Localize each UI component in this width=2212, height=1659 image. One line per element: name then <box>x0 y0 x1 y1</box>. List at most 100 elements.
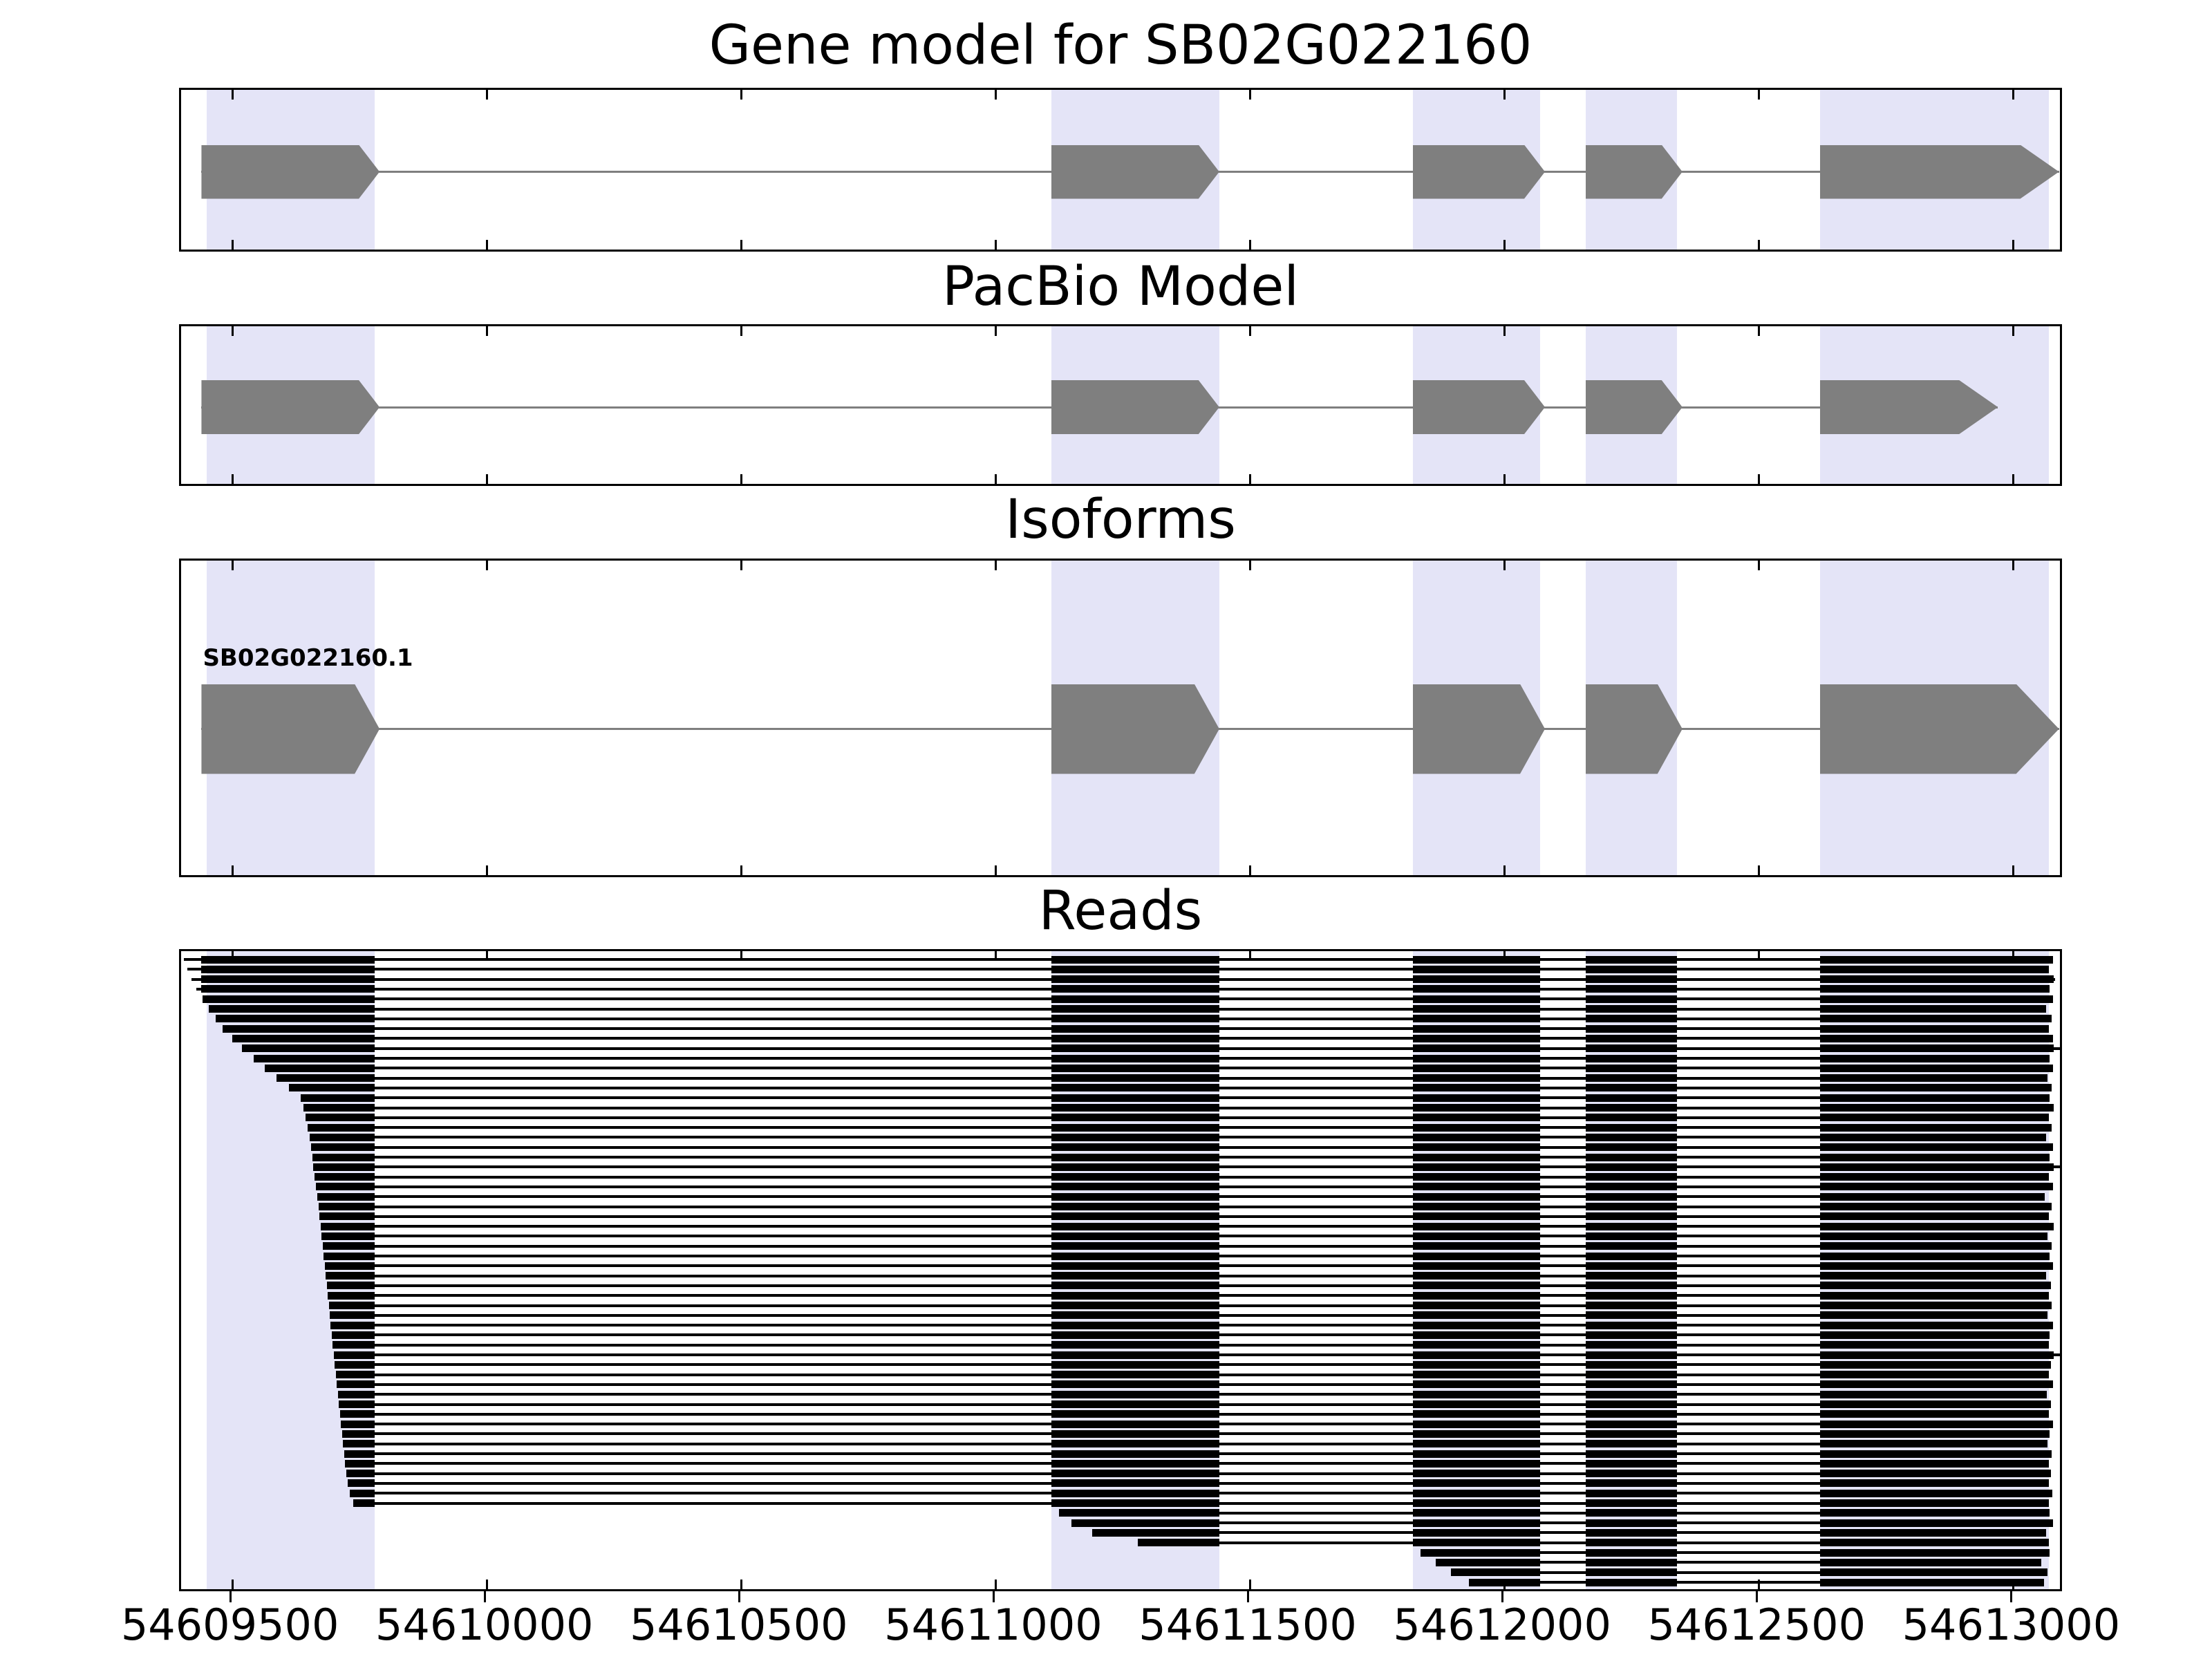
read-exon-block <box>1585 1380 1678 1389</box>
read-exon-block <box>1051 1183 1219 1191</box>
read-exon-block <box>306 1114 375 1122</box>
x-tick-mark <box>994 1580 997 1589</box>
read-exon-block <box>1819 1183 2053 1191</box>
read-exon-block <box>1412 1094 1540 1102</box>
read-exon-block <box>1819 1291 2049 1300</box>
read-exon-block <box>1585 1539 1678 1547</box>
read-exon-block <box>1585 1548 1678 1557</box>
read-exon-block <box>1412 1104 1540 1112</box>
exon-arrow <box>1051 684 1219 774</box>
read-exon-block <box>1585 1024 1678 1033</box>
read-exon-block <box>322 1242 375 1250</box>
read-exon-block <box>1051 1380 1219 1389</box>
read-exon-block <box>1585 1163 1678 1171</box>
read-exon-block <box>317 1192 375 1201</box>
read-exon-block <box>1051 1084 1219 1092</box>
read-exon-block <box>1819 1222 2054 1230</box>
read-exon-block <box>1051 1104 1219 1112</box>
read-exon-block <box>1585 975 1678 984</box>
read-exon-block <box>1051 1410 1219 1418</box>
x-tick-mark <box>1249 326 1252 336</box>
read-exon-block <box>1585 1044 1678 1053</box>
x-tick-mark <box>231 865 234 875</box>
read-exon-block <box>1819 1074 2048 1082</box>
read-exon-block <box>201 975 375 984</box>
read-exon-block <box>1585 1519 1678 1527</box>
read-exon-block <box>1585 1173 1678 1181</box>
read-exon-block <box>1819 1479 2049 1488</box>
x-tick-mark <box>1758 90 1761 100</box>
gene-model-title: Gene model for SB02G022160 <box>709 15 1533 77</box>
read-exon-block <box>1819 1548 2050 1557</box>
exon-arrow <box>1820 380 1998 434</box>
read-exon-block <box>1051 1173 1219 1181</box>
x-tick-mark <box>231 561 234 570</box>
read-exon-block <box>1819 1380 2053 1389</box>
read-exon-block <box>1585 1470 1678 1478</box>
read-exon-block <box>1412 1470 1540 1478</box>
read-exon-block <box>1819 1212 2049 1221</box>
read-exon-block <box>1412 1539 1540 1547</box>
read-exon-block <box>1819 1153 2050 1161</box>
read-exon-block <box>1412 1034 1540 1042</box>
reads-title: Reads <box>1038 880 1203 942</box>
read-exon-block <box>1819 1232 2048 1240</box>
read-exon-block <box>346 1470 375 1478</box>
read-exon-block <box>1051 1489 1219 1497</box>
x-axis-tick <box>1501 1591 1504 1602</box>
read-exon-block <box>1585 1084 1678 1092</box>
read-exon-block <box>1412 1272 1540 1280</box>
x-tick-mark <box>994 865 997 875</box>
read-exon-block <box>1412 1054 1540 1062</box>
x-axis-tick <box>1756 1591 1759 1602</box>
x-tick-mark <box>231 240 234 250</box>
x-tick-mark <box>485 951 488 961</box>
x-axis-label: 54612000 <box>1393 1600 1611 1650</box>
read-exon-block <box>1819 1351 2054 1359</box>
read-exon-block <box>1051 1272 1219 1280</box>
read-exon-block <box>1585 1094 1678 1102</box>
read-exon-block <box>1412 1024 1540 1033</box>
read-exon-block <box>1585 1528 1678 1537</box>
read-exon-block <box>1819 1430 2050 1438</box>
read-exon-block <box>1051 1133 1219 1141</box>
read-exon-block <box>1585 1064 1678 1072</box>
read-exon-block <box>1412 1242 1540 1250</box>
read-exon-block <box>265 1064 375 1072</box>
read-exon-block <box>1071 1519 1219 1527</box>
read-exon-block <box>1585 1578 1678 1586</box>
read-exon-block <box>1585 1321 1678 1329</box>
read-exon-block <box>232 1034 375 1042</box>
read-exon-block <box>313 1163 375 1171</box>
read-exon-block <box>1819 1272 2047 1280</box>
read-exon-block <box>216 1015 375 1023</box>
read-exon-block <box>312 1153 375 1161</box>
read-exon-block <box>1051 1459 1219 1468</box>
read-exon-block <box>223 1024 375 1033</box>
read-exon-block <box>1051 1302 1219 1310</box>
x-tick-mark <box>1503 90 1506 100</box>
x-tick-mark <box>231 1580 234 1589</box>
read-exon-block <box>1138 1539 1219 1547</box>
read-exon-block <box>1585 955 1678 964</box>
read-exon-block <box>1819 1064 2053 1072</box>
x-tick-mark <box>2012 474 2015 484</box>
read-exon-block <box>335 1360 375 1369</box>
x-axis-label: 54611500 <box>1138 1600 1357 1650</box>
x-tick-mark <box>485 326 488 336</box>
read-exon-block <box>1051 1203 1219 1211</box>
read-exon-block <box>1051 1024 1219 1033</box>
read-exon-block <box>1412 1450 1540 1458</box>
read-exon-block <box>1051 1470 1219 1478</box>
read-exon-block <box>1412 1479 1540 1488</box>
read-exon-block <box>1819 1558 2041 1566</box>
read <box>1468 1581 2044 1584</box>
x-tick-mark <box>485 865 488 875</box>
read-exon-block <box>242 1044 375 1053</box>
read-exon-block <box>1051 1371 1219 1379</box>
read-exon-block <box>1819 1094 2050 1102</box>
read <box>1091 1531 2047 1535</box>
read-exon-block <box>1819 1321 2053 1329</box>
read-exon-block <box>1585 1489 1678 1497</box>
